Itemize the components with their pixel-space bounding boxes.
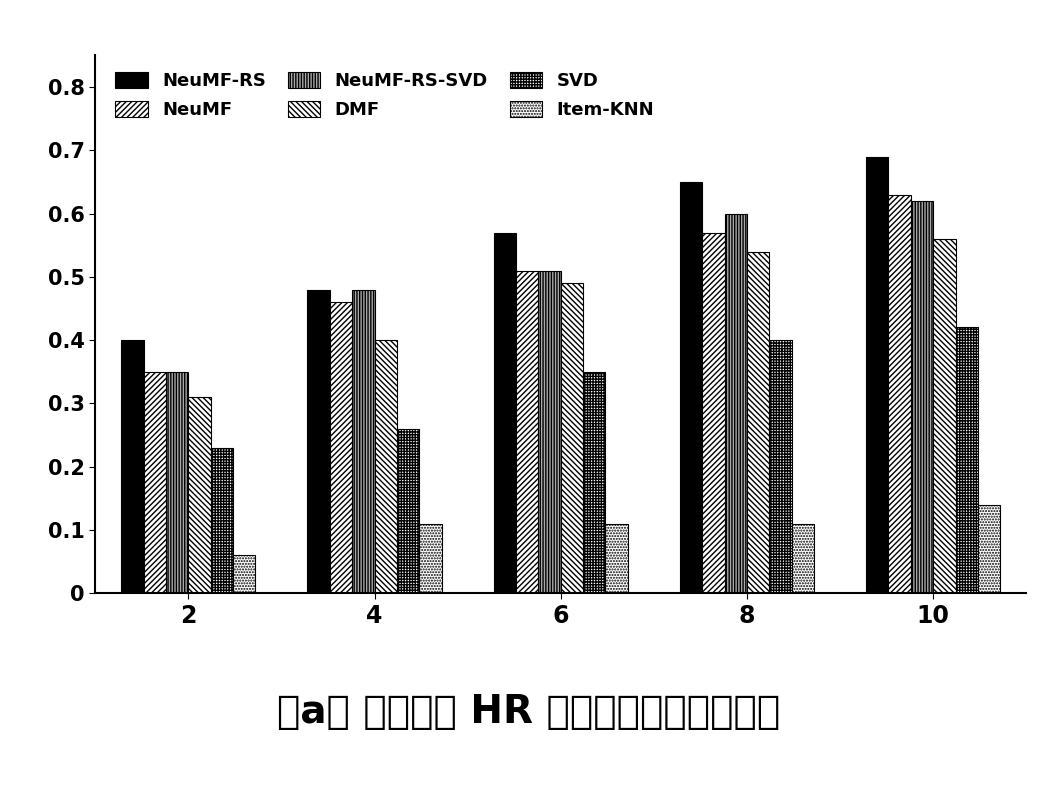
Bar (233, 555, 255, 593)
Bar (419, 524, 441, 593)
Bar (703, 233, 725, 593)
Bar (791, 524, 814, 593)
Bar (211, 448, 233, 593)
Bar (933, 239, 955, 593)
Bar (144, 372, 166, 593)
Bar (978, 505, 1000, 593)
Bar (911, 201, 933, 593)
Bar (867, 157, 889, 593)
Text: （a） 推荐性能 HR 随推荐列表长度的变化: （a） 推荐性能 HR 随推荐列表长度的变化 (277, 693, 781, 731)
Bar (397, 429, 419, 593)
Bar (516, 271, 539, 593)
Bar (747, 252, 769, 593)
Bar (375, 340, 397, 593)
Legend: NeuMF-RS, NeuMF, NeuMF-RS-SVD, DMF, SVD, Item-KNN: NeuMF-RS, NeuMF, NeuMF-RS-SVD, DMF, SVD,… (108, 64, 661, 127)
Bar (769, 340, 791, 593)
Bar (188, 397, 211, 593)
Bar (308, 290, 330, 593)
Bar (330, 302, 352, 593)
Bar (494, 233, 516, 593)
Bar (561, 283, 583, 593)
Bar (539, 271, 561, 593)
Bar (680, 182, 703, 593)
Bar (583, 372, 605, 593)
Bar (352, 290, 375, 593)
Bar (166, 372, 188, 593)
Bar (955, 327, 978, 593)
Bar (605, 524, 627, 593)
Bar (122, 340, 144, 593)
Bar (889, 195, 911, 593)
Bar (725, 214, 747, 593)
